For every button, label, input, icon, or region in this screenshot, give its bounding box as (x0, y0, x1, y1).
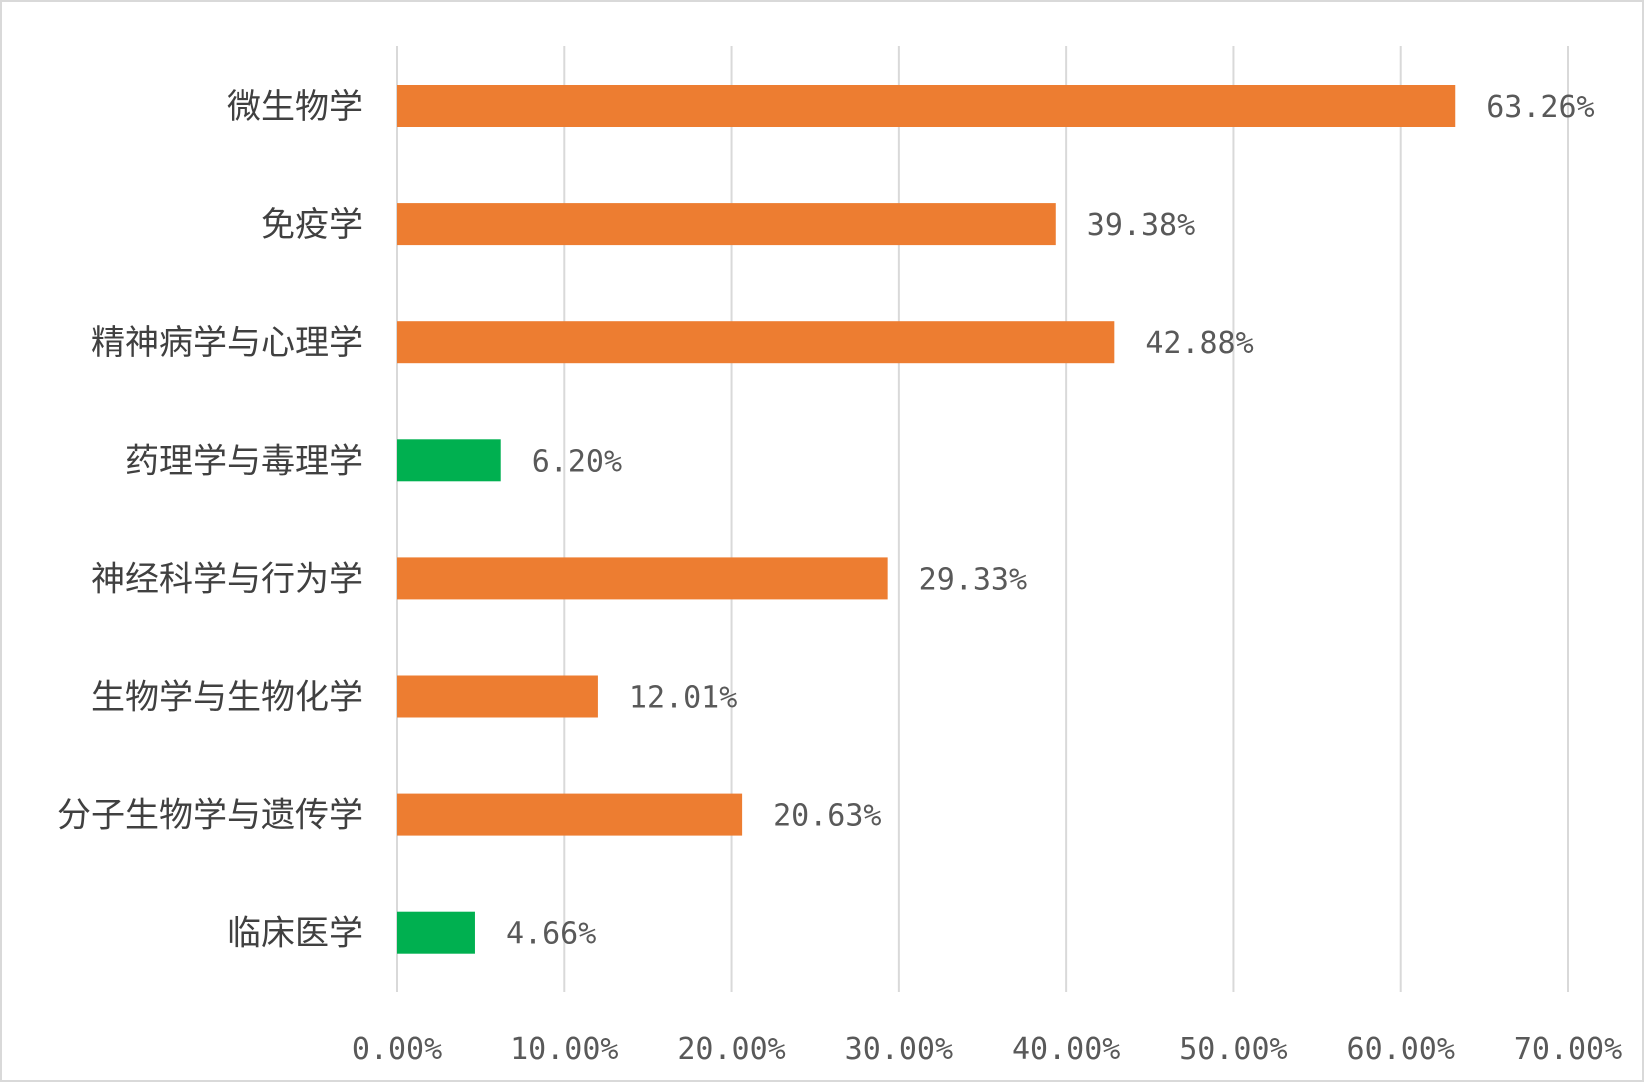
data-label: 39.38% (1087, 208, 1195, 243)
bar (397, 793, 743, 836)
x-tick-label: 10.00% (510, 1032, 618, 1067)
category-label: 生物学与生物化学 (91, 678, 363, 718)
category-label: 神经科学与行为学 (91, 559, 363, 599)
x-tick-label: 30.00% (845, 1032, 953, 1067)
x-tick-label: 20.00% (677, 1032, 785, 1067)
category-label: 微生物学 (227, 87, 363, 127)
data-label: 12.01% (629, 681, 737, 716)
x-tick-label: 0.00% (352, 1032, 442, 1067)
data-label: 4.66% (506, 917, 596, 952)
data-label: 42.88% (1145, 326, 1253, 361)
bar (397, 85, 1456, 127)
x-axis-tick-labels: 0.00% 10.00% 20.00% 30.00% 40.00% 50.00% 60.00… (352, 1032, 1622, 1067)
gridlines (396, 46, 1569, 992)
x-tick-label: 70.00% (1514, 1032, 1622, 1067)
x-tick-label: 50.00% (1179, 1032, 1287, 1067)
category-label: 免疫学 (261, 205, 363, 245)
category-labels: 微生物学免疫学精神病学与心理学药理学与毒理学神经科学与行为学生物学与生物化学分子… (57, 87, 363, 954)
bar (397, 203, 1056, 246)
data-label: 20.63% (773, 799, 881, 834)
category-label: 临床医学 (227, 914, 363, 954)
bar (397, 557, 888, 600)
category-label: 精神病学与心理学 (91, 323, 363, 363)
data-label: 6.20% (532, 444, 622, 479)
category-label: 分子生物学与遗传学 (57, 796, 363, 836)
category-label: 药理学与毒理学 (125, 441, 363, 481)
data-labels: 63.26% 39.38% 42.88% 6.20% 29.33% 12.01% 20.63… (506, 90, 1595, 952)
x-tick-label: 60.00% (1347, 1032, 1455, 1067)
x-tick-label: 40.00% (1012, 1032, 1120, 1067)
bar (397, 321, 1115, 364)
bar (397, 675, 598, 718)
bars (397, 85, 1456, 954)
bar (397, 911, 475, 954)
data-label: 63.26% (1486, 90, 1594, 125)
data-label: 29.33% (919, 562, 1027, 597)
bar (397, 439, 501, 482)
